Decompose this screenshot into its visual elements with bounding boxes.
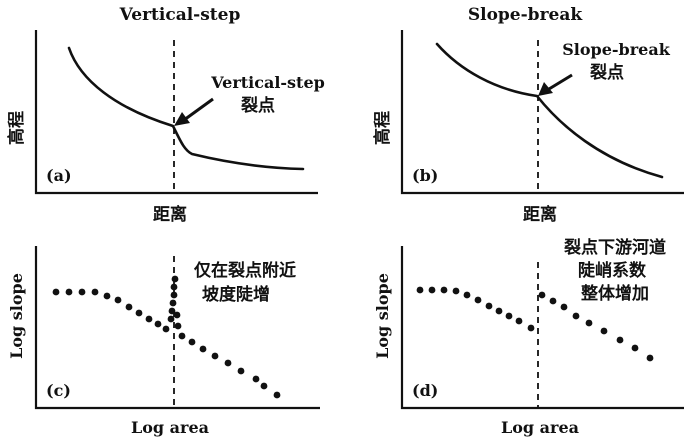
panel-c-ylabel: Log slope bbox=[7, 273, 26, 359]
data-point bbox=[188, 338, 196, 346]
data-point bbox=[91, 288, 99, 296]
data-point bbox=[154, 320, 162, 328]
data-point bbox=[646, 354, 654, 362]
data-point bbox=[252, 375, 260, 383]
data-point bbox=[173, 311, 181, 319]
data-point bbox=[515, 317, 523, 325]
data-point bbox=[114, 296, 122, 304]
panel-a-label: (a) bbox=[46, 166, 72, 185]
panel-d-xlabel: Log area bbox=[501, 418, 579, 437]
panel-c-xlabel: Log area bbox=[131, 418, 209, 437]
panel-a-xlabel: 距离 bbox=[153, 204, 187, 225]
panel-b-annotation-cn: 裂点 bbox=[589, 62, 624, 83]
panel-d-points bbox=[416, 286, 654, 362]
panel-d-annotation-line2: 陡峭系数 bbox=[578, 260, 647, 281]
panel-a-annotation-cn: 裂点 bbox=[240, 95, 275, 116]
data-point bbox=[174, 322, 182, 330]
data-point bbox=[125, 303, 133, 311]
data-point bbox=[199, 345, 207, 353]
panel-d-annotation-line3: 整体增加 bbox=[581, 283, 649, 304]
data-point bbox=[260, 382, 268, 390]
panel-a-axes bbox=[34, 30, 318, 195]
data-point bbox=[538, 291, 546, 299]
panel-a-ylabel: 高程 bbox=[6, 111, 27, 145]
data-point bbox=[474, 296, 482, 304]
panel-d-label: (d) bbox=[412, 381, 438, 400]
data-point bbox=[527, 324, 535, 332]
panel-c-points bbox=[52, 275, 281, 399]
data-point bbox=[463, 291, 471, 299]
panel-d-ylabel: Log slope bbox=[373, 273, 392, 359]
panel-a-annotation-en: Vertical-step bbox=[210, 73, 325, 92]
data-point bbox=[162, 325, 170, 333]
data-point bbox=[170, 291, 178, 299]
data-point bbox=[167, 315, 175, 323]
data-point bbox=[224, 359, 232, 367]
data-point bbox=[145, 315, 153, 323]
panel-b-annotation-en: Slope-break bbox=[562, 40, 670, 59]
panel-b-ylabel: 高程 bbox=[372, 111, 393, 145]
data-point bbox=[416, 286, 424, 294]
data-point bbox=[560, 303, 568, 311]
panel-b-title: Slope-break bbox=[468, 5, 584, 25]
panel-a-profile-curve bbox=[67, 46, 305, 171]
data-point bbox=[78, 288, 86, 296]
panel-d: 裂点下游河道 陡峭系数 整体增加 (d) Log area Log slope bbox=[373, 237, 684, 437]
panel-d-axes bbox=[400, 246, 684, 410]
data-point bbox=[549, 297, 557, 305]
panel-c-annotation-line1: 仅在裂点附近 bbox=[193, 260, 296, 281]
data-point bbox=[169, 299, 177, 307]
data-point bbox=[168, 307, 176, 315]
panel-b-profile-curve bbox=[435, 42, 664, 179]
panel-a-title: Vertical-step bbox=[119, 5, 241, 25]
data-point bbox=[65, 288, 73, 296]
data-point bbox=[135, 309, 143, 317]
panel-c-axes bbox=[34, 246, 320, 410]
data-point bbox=[273, 391, 281, 399]
panel-c: 仅在裂点附近 坡度陡增 (c) Log area Log slope bbox=[7, 246, 320, 437]
data-point bbox=[428, 286, 436, 294]
data-point bbox=[171, 275, 179, 283]
panel-b: Slope-break Slope-break 裂点 (b) 距离 高程 bbox=[372, 5, 684, 225]
data-point bbox=[495, 307, 503, 315]
data-point bbox=[485, 302, 493, 310]
data-point bbox=[211, 352, 219, 360]
panel-b-arrow bbox=[538, 73, 573, 96]
data-point bbox=[631, 344, 639, 352]
data-point bbox=[585, 319, 593, 327]
panel-b-label: (b) bbox=[412, 166, 438, 185]
data-point bbox=[440, 286, 448, 294]
panel-c-label: (c) bbox=[46, 381, 71, 400]
data-point bbox=[237, 367, 245, 375]
data-point bbox=[170, 283, 178, 291]
data-point bbox=[178, 332, 186, 340]
data-point bbox=[52, 288, 60, 296]
data-point bbox=[600, 327, 608, 335]
data-point bbox=[616, 336, 624, 344]
data-point bbox=[103, 292, 111, 300]
data-point bbox=[505, 312, 513, 320]
panel-a-arrow bbox=[174, 97, 214, 126]
panel-c-annotation-line2: 坡度陡增 bbox=[202, 284, 270, 305]
data-point bbox=[452, 287, 460, 295]
panel-b-axes bbox=[400, 30, 684, 195]
panel-b-xlabel: 距离 bbox=[523, 204, 557, 225]
panel-d-annotation-line1: 裂点下游河道 bbox=[563, 237, 666, 258]
data-point bbox=[572, 312, 580, 320]
panel-a: Vertical-step Vertical-step 裂点 (a) 距离 高程 bbox=[6, 5, 325, 225]
